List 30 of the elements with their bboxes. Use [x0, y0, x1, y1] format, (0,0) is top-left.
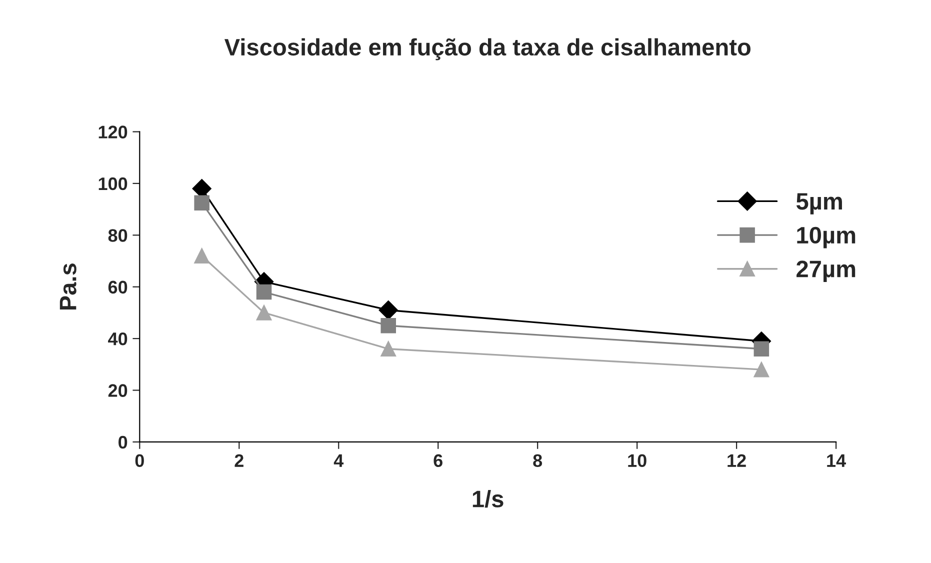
point — [256, 305, 272, 320]
y-tick-label: 40 — [108, 332, 128, 346]
point — [754, 362, 770, 378]
x-tick-label: 0 — [135, 454, 144, 468]
x-tick-label: 6 — [434, 454, 442, 468]
y-tick-label: 60 — [108, 280, 128, 294]
point — [256, 284, 272, 300]
x-axis-title: 1/s — [472, 490, 504, 508]
legend-label: 10µm — [797, 226, 856, 248]
point — [378, 300, 398, 320]
y-tick-label: 20 — [108, 384, 128, 397]
x-tick-label: 4 — [334, 454, 344, 467]
x-tick-label: 10 — [628, 454, 646, 468]
point — [754, 341, 770, 357]
point — [194, 248, 210, 264]
point — [380, 318, 396, 334]
point — [380, 341, 396, 357]
x-tick-label: 12 — [728, 454, 746, 467]
y-tick-label: 80 — [108, 229, 128, 242]
y-tick-label: 0 — [118, 436, 128, 449]
x-tick-label: 8 — [533, 454, 542, 468]
x-tick-label: 14 — [827, 454, 846, 467]
x-tick-label: 2 — [234, 454, 244, 467]
chart-title: Viscosidade em fução da taxa de cisalhamento — [224, 38, 750, 60]
legend-label: 27µm — [796, 260, 856, 282]
point — [194, 195, 210, 210]
legend-label: 5µm — [796, 193, 842, 214]
y-tick-label: 120 — [98, 126, 128, 138]
y-tick-label: 100 — [98, 177, 128, 190]
y-axis-title: Pa.s — [60, 264, 76, 310]
